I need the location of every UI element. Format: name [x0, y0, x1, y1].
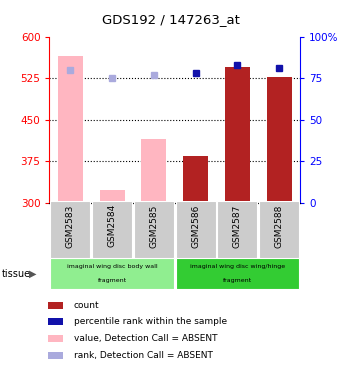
Text: count: count [74, 301, 99, 310]
Bar [176, 201, 216, 258]
Text: fragment: fragment [223, 278, 252, 283]
Bar [58, 56, 83, 203]
Text: imaginal wing disc wing/hinge: imaginal wing disc wing/hinge [190, 264, 285, 269]
Bar [183, 156, 208, 203]
Text: GSM2586: GSM2586 [191, 204, 200, 247]
Text: GSM2588: GSM2588 [275, 204, 284, 247]
Bar [48, 302, 63, 309]
Text: tissue: tissue [2, 269, 31, 279]
Text: imaginal wing disc body wall: imaginal wing disc body wall [67, 264, 158, 269]
Bar [92, 201, 132, 258]
Bar [50, 201, 90, 258]
Bar [176, 258, 299, 289]
Bar [259, 201, 299, 258]
Bar [100, 190, 124, 203]
Bar [267, 77, 292, 203]
Bar [217, 201, 257, 258]
Bar [48, 318, 63, 325]
Bar [141, 139, 166, 203]
Text: GSM2587: GSM2587 [233, 204, 242, 247]
Text: GSM2585: GSM2585 [149, 204, 158, 247]
Text: ▶: ▶ [29, 269, 36, 279]
Text: value, Detection Call = ABSENT: value, Detection Call = ABSENT [74, 333, 217, 343]
Text: rank, Detection Call = ABSENT: rank, Detection Call = ABSENT [74, 351, 212, 360]
Bar [50, 258, 174, 289]
Bar [48, 335, 63, 341]
Bar [225, 67, 250, 203]
Text: GSM2584: GSM2584 [108, 204, 117, 247]
Bar [48, 352, 63, 359]
Text: percentile rank within the sample: percentile rank within the sample [74, 317, 227, 326]
Text: GSM2583: GSM2583 [66, 204, 75, 247]
Text: GDS192 / 147263_at: GDS192 / 147263_at [102, 13, 239, 26]
Bar [134, 201, 174, 258]
Text: fragment: fragment [98, 278, 127, 283]
